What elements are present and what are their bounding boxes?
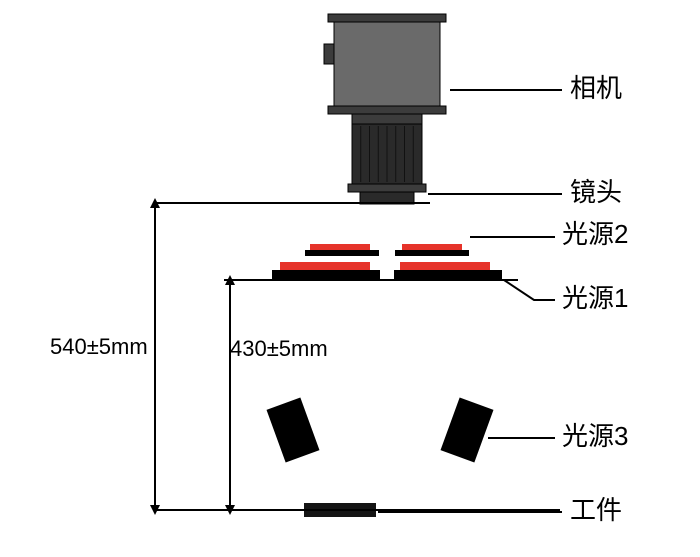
light2-black-left: [305, 250, 379, 256]
light1-black-right: [394, 270, 502, 280]
light2-red-left: [310, 244, 370, 250]
light1-red-right: [400, 262, 490, 270]
camera-body: [334, 22, 440, 106]
label-lens: 镜头: [570, 177, 622, 207]
dim-text-540: 540±5mm: [50, 334, 148, 359]
lens-cap: [348, 184, 426, 192]
light1-black-left: [272, 270, 380, 280]
label-light2: 光源2: [562, 219, 628, 249]
camera-bottom-cap: [328, 106, 446, 114]
light-1: [272, 262, 502, 280]
light-3: [267, 398, 494, 463]
light-2: [305, 244, 469, 256]
camera-assembly: [324, 14, 446, 204]
label-light1: 光源1: [562, 283, 628, 313]
label-workpiece: 工件: [570, 495, 622, 525]
light1-red-left: [280, 262, 370, 270]
camera-mount: [352, 114, 422, 124]
light2-red-right: [402, 244, 462, 250]
camera-side-knob: [324, 44, 334, 64]
camera-top-cap: [328, 14, 446, 22]
light2-black-right: [395, 250, 469, 256]
label-light3: 光源3: [562, 421, 628, 451]
dim-text-430: 430±5mm: [230, 336, 328, 361]
diagram-canvas: 相机 镜头 光源2 光源1 光源3 工件 540±5mm 430±5mm: [0, 0, 700, 557]
light3-right: [441, 398, 494, 463]
light3-left: [267, 398, 320, 463]
leader-light1: [504, 280, 555, 300]
label-camera: 相机: [570, 73, 622, 103]
